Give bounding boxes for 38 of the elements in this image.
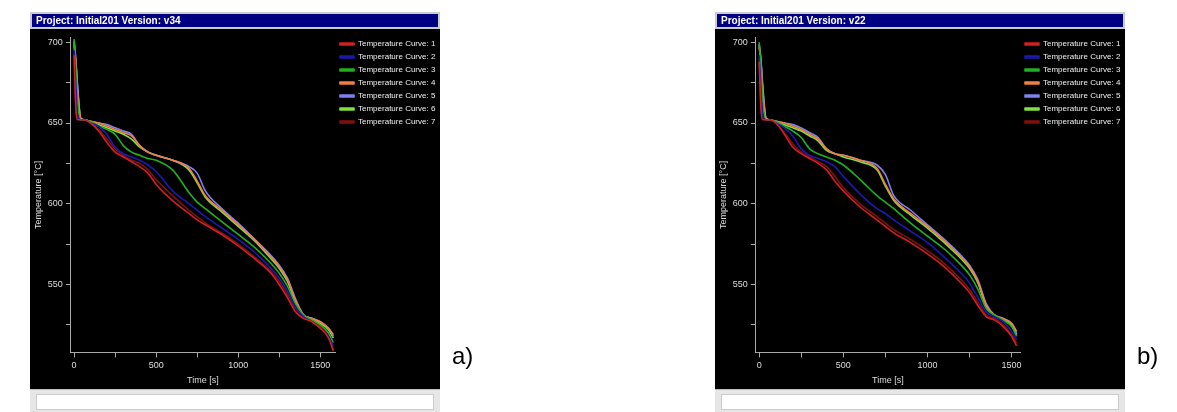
legend-label: Temperature Curve: 7 <box>1043 117 1121 127</box>
legend-label: Temperature Curve: 6 <box>1043 104 1121 114</box>
x-tick-label: 0 <box>71 360 77 371</box>
legend-label: Temperature Curve: 2 <box>1043 52 1121 62</box>
legend-label: Temperature Curve: 2 <box>358 52 436 62</box>
y-tick-label: 700 <box>732 36 748 47</box>
legend-label: Temperature Curve: 1 <box>358 39 436 49</box>
x-axis-title: Time [s] <box>187 375 219 386</box>
legend-label: Temperature Curve: 5 <box>358 91 436 101</box>
x-tick-label: 500 <box>148 360 164 371</box>
y-axis-title: Temperature [°C] <box>32 160 43 229</box>
y-tick-label: 550 <box>732 279 748 290</box>
y-tick-label: 650 <box>732 117 748 128</box>
y-tick-label: 600 <box>47 198 63 209</box>
y-tick-label: 700 <box>47 36 63 47</box>
legend-label: Temperature Curve: 4 <box>358 78 436 88</box>
x-axis-title: Time [s] <box>872 375 904 386</box>
legend-label: Temperature Curve: 3 <box>1043 65 1121 75</box>
x-tick-label: 0 <box>756 360 762 371</box>
legend-label: Temperature Curve: 7 <box>358 117 436 127</box>
legend-label: Temperature Curve: 6 <box>358 104 436 114</box>
legend-label: Temperature Curve: 3 <box>358 65 436 75</box>
y-tick-label: 600 <box>732 198 748 209</box>
legend-label: Temperature Curve: 4 <box>1043 78 1121 88</box>
legend-label: Temperature Curve: 1 <box>1043 39 1121 49</box>
chart-title: Project: Initial201 Version: v22 <box>715 12 1125 29</box>
chart-title: Project: Initial201 Version: v34 <box>30 12 440 29</box>
text: a) <box>452 342 474 370</box>
y-tick-label: 650 <box>47 117 63 128</box>
text: b) <box>1137 342 1159 370</box>
y-tick-label: 550 <box>47 279 63 290</box>
x-tick-label: 1000 <box>228 360 249 371</box>
x-tick-label: 500 <box>835 360 851 371</box>
legend-label: Temperature Curve: 5 <box>1043 91 1121 101</box>
y-axis-title: Temperature [°C] <box>717 160 728 229</box>
x-tick-label: 1500 <box>310 360 331 371</box>
x-tick-label: 1500 <box>1001 360 1022 371</box>
x-tick-label: 1000 <box>917 360 938 371</box>
